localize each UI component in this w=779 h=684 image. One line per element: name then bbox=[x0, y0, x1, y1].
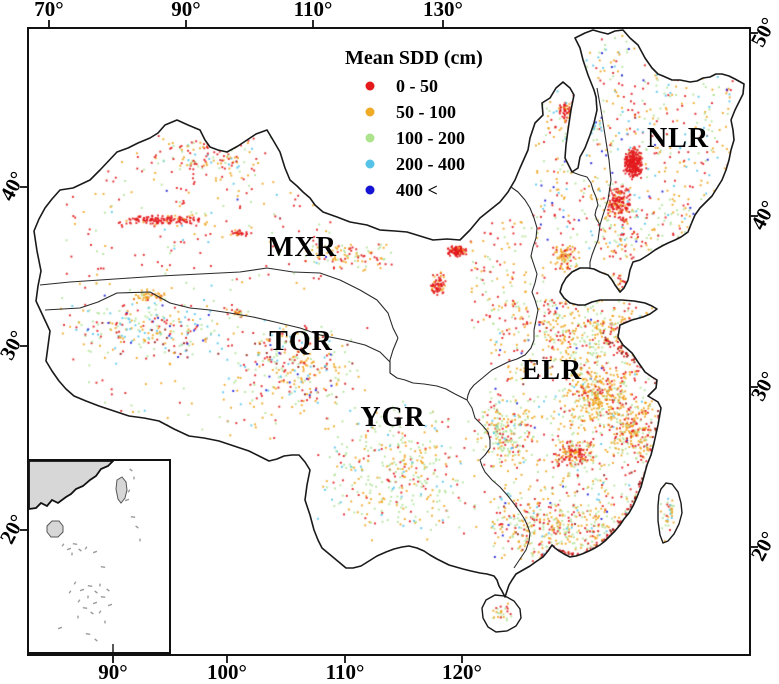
axis-label-left: 20° bbox=[0, 510, 30, 547]
inset-island-mark bbox=[87, 585, 93, 587]
inset-island-mark bbox=[98, 610, 102, 614]
inset-map-south-china-sea bbox=[27, 459, 171, 654]
inset-island-mark bbox=[68, 590, 72, 594]
inset-island-mark bbox=[106, 588, 110, 592]
inset-island-mark bbox=[100, 596, 106, 598]
inset-island-mark bbox=[84, 546, 88, 550]
axis-label-bottom: 90° bbox=[98, 660, 127, 684]
axis-label-bottom: 100° bbox=[207, 660, 247, 684]
china-outline bbox=[33, 29, 745, 598]
region-label-elr: ELR bbox=[522, 355, 583, 386]
inset-island-mark bbox=[72, 543, 78, 545]
inset-island-mark bbox=[124, 498, 130, 502]
inset-island-mark bbox=[92, 601, 98, 605]
axis-label-left: 30° bbox=[0, 326, 30, 363]
legend-label-cyan: 200 - 400 bbox=[396, 154, 465, 174]
boundary-ygr-elr bbox=[466, 399, 531, 569]
inset-scattered-islands bbox=[57, 468, 141, 642]
axis-label-top: 110° bbox=[294, 0, 333, 21]
hainan-island bbox=[481, 594, 522, 633]
inset-island-mark bbox=[107, 603, 113, 607]
legend-items: 0 - 50 50 - 100 100 - 200 200 - 400 400 < bbox=[365, 76, 465, 200]
legend-label-blue: 400 < bbox=[396, 180, 438, 200]
map-frame bbox=[27, 27, 751, 656]
axis-label-left: 40° bbox=[0, 167, 30, 204]
axis-label-bottom: 120° bbox=[442, 660, 482, 684]
legend-dot-blue bbox=[365, 185, 375, 195]
inset-island-mark bbox=[66, 547, 72, 551]
inset-island-mark bbox=[61, 543, 65, 547]
region-label-mxr: MXR bbox=[267, 232, 337, 263]
legend-dot-red bbox=[365, 81, 375, 91]
inset-island-mark bbox=[78, 548, 82, 552]
inset-island-mark bbox=[130, 516, 136, 518]
region-label-ygr: YGR bbox=[360, 402, 425, 433]
region-boundaries bbox=[39, 87, 612, 569]
boundary-tibet-north bbox=[44, 291, 391, 373]
inset-island-mark bbox=[57, 626, 63, 630]
inset-hainan-island bbox=[46, 520, 64, 538]
legend: Mean SDD (cm) 0 - 50 50 - 100 100 - 200 200… bbox=[345, 47, 483, 200]
axis-label-bottom: 110° bbox=[326, 660, 365, 684]
axis-ticks bbox=[20, 20, 758, 663]
inset-island-mark bbox=[82, 607, 88, 609]
region-label-nlr: NLR bbox=[647, 123, 709, 154]
inset-island-mark bbox=[92, 550, 98, 554]
legend-dot-orange bbox=[365, 107, 375, 117]
legend-dot-green bbox=[365, 133, 375, 143]
legend-label-orange: 50 - 100 bbox=[396, 102, 456, 122]
inset-island-mark bbox=[85, 633, 91, 635]
legend-label-red: 0 - 50 bbox=[396, 76, 438, 96]
legend-title: Mean SDD (cm) bbox=[345, 47, 483, 69]
inset-taiwan-island bbox=[115, 476, 128, 504]
axis-label-top: 70° bbox=[34, 0, 63, 21]
axis-label-top: 90° bbox=[171, 0, 200, 21]
region-label-tqr: TQR bbox=[269, 326, 333, 357]
boundary-khingan bbox=[596, 87, 612, 226]
inset-island-mark bbox=[90, 611, 94, 615]
inset-island-mark bbox=[94, 638, 98, 642]
inset-island-mark bbox=[129, 468, 133, 472]
legend-dot-cyan bbox=[365, 159, 375, 169]
taiwan-island bbox=[657, 482, 683, 544]
boundary-mxr-elr bbox=[466, 186, 539, 401]
axis-label-top: 130° bbox=[423, 0, 463, 21]
inset-island-mark bbox=[79, 588, 85, 592]
region-labels: NLR MXR TQR ELR YGR bbox=[267, 123, 709, 433]
legend-label-green: 100 - 200 bbox=[396, 128, 465, 148]
inset-island-mark bbox=[135, 525, 139, 529]
inset-island-mark bbox=[77, 599, 81, 603]
inset-island-mark bbox=[100, 566, 106, 568]
boundary-nlr-west bbox=[571, 171, 601, 268]
boundary-tqr-ygr bbox=[389, 337, 468, 401]
inset-island-mark bbox=[127, 489, 131, 493]
inset-island-mark bbox=[73, 581, 77, 585]
boundary-kunlun bbox=[39, 267, 399, 339]
inset-island-mark bbox=[94, 590, 98, 594]
inset-mainland-coast bbox=[28, 460, 116, 511]
